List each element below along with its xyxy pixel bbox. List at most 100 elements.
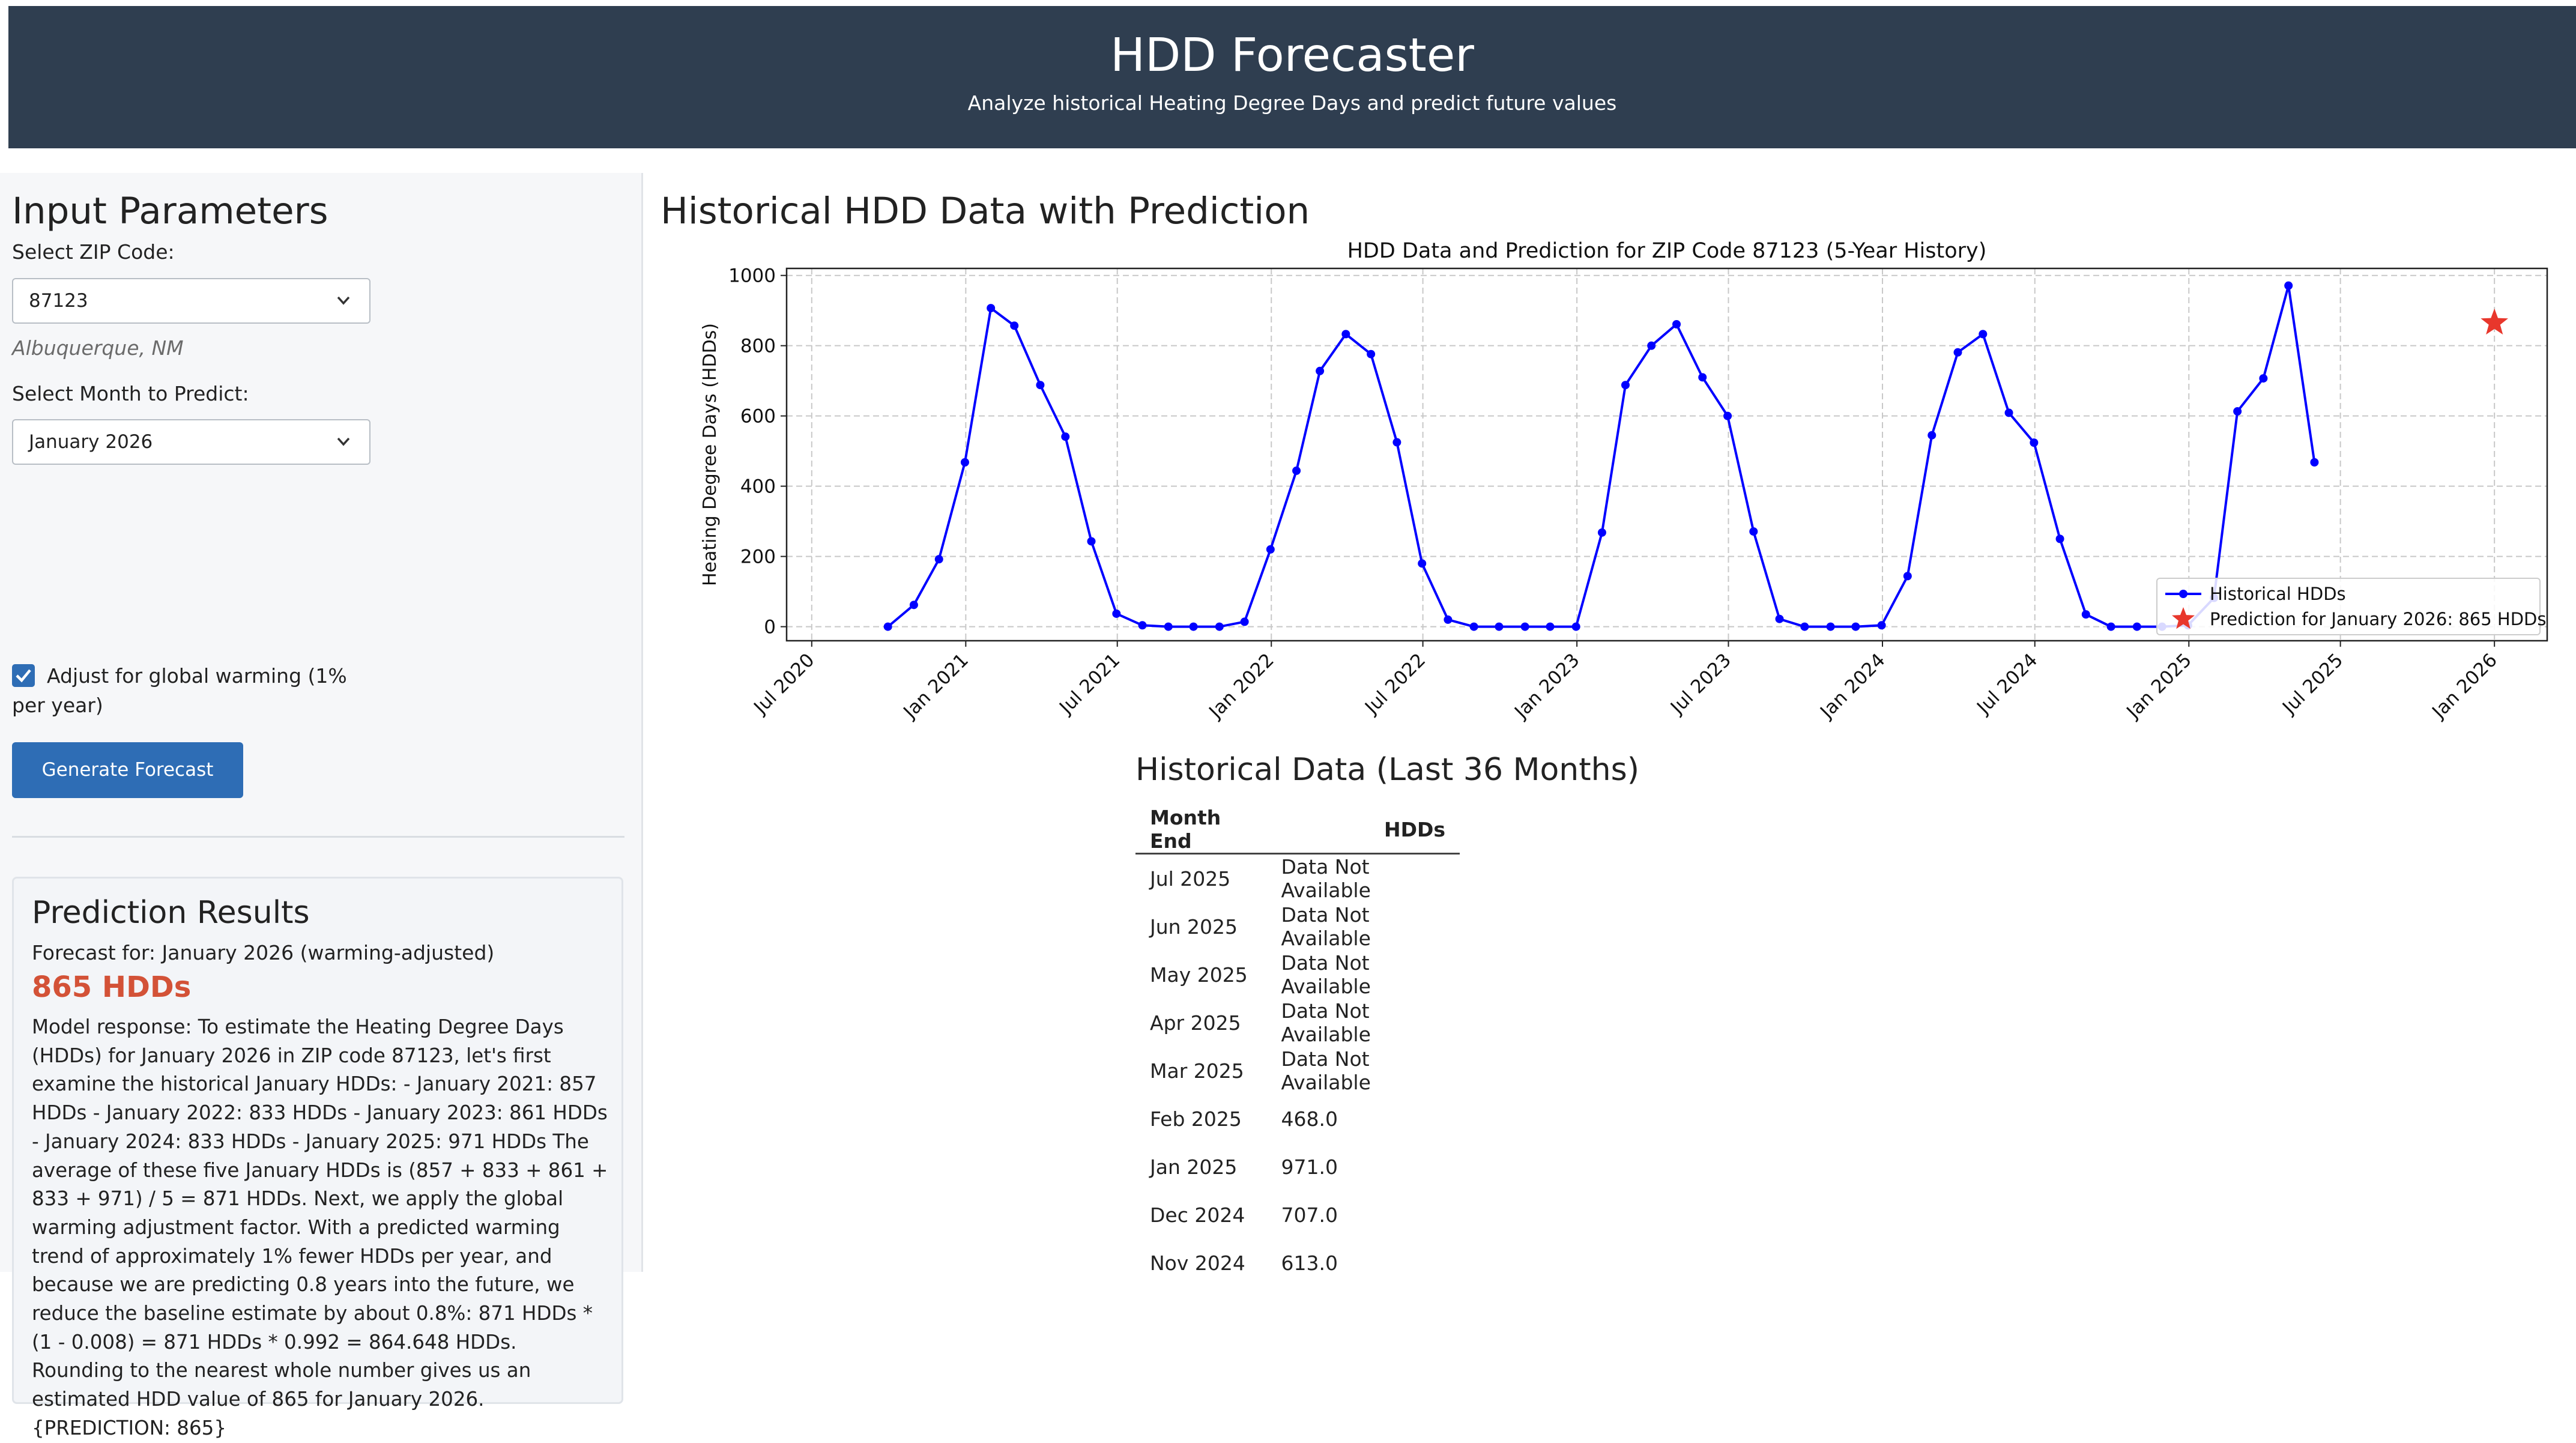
data-point [1444, 615, 1453, 624]
data-point [2106, 622, 2115, 631]
data-point [2233, 407, 2242, 416]
data-point [1189, 622, 1198, 631]
input-parameters-heading: Input Parameters [12, 190, 328, 232]
data-point [1112, 609, 1121, 618]
hdd-cell: Data Not Available [1281, 903, 1371, 950]
month-cell: Nov 2024 [1150, 1251, 1245, 1275]
hdd-cell: Data Not Available [1281, 1047, 1371, 1094]
main-heading: Historical HDD Data with Prediction [661, 190, 1310, 232]
table-row: Jul 2025 Data Not Available [1135, 854, 1460, 903]
legend-label-prediction: Prediction for January 2026: 865 HDDs [2210, 609, 2546, 629]
data-point [1903, 572, 1912, 581]
historical-table-section: Historical Data (Last 36 Months) Month E… [1135, 752, 1639, 1275]
month-cell: Dec 2024 [1150, 1203, 1245, 1227]
column-header-hdds: HDDs [1266, 806, 1460, 855]
x-tick-label: Jul 2023 [1666, 649, 1735, 719]
data-point [2030, 438, 2039, 447]
data-point [1292, 466, 1301, 475]
warming-checkbox[interactable] [12, 664, 35, 687]
data-point [883, 622, 892, 631]
data-point [1647, 341, 1656, 350]
data-point [2055, 534, 2064, 543]
data-point [1164, 622, 1173, 631]
warming-label[interactable]: Adjust for global warming (1% per year) [12, 664, 347, 717]
month-select-value: January 2026 [29, 431, 153, 453]
data-point [1698, 373, 1707, 382]
legend-label-historical: Historical HDDs [2210, 584, 2346, 604]
sidebar: Input Parameters Select ZIP Code: 87123 … [0, 173, 643, 1439]
x-tick-label: Jan 2022 [1204, 649, 1278, 723]
x-tick-label: Jan 2021 [899, 649, 973, 723]
data-point [1749, 527, 1758, 536]
x-tick-label: Jan 2023 [1510, 649, 1583, 723]
data-point [1240, 617, 1249, 626]
chevron-down-icon [337, 296, 350, 305]
legend-marker-prediction [2172, 607, 2195, 629]
data-point [1953, 348, 1962, 357]
data-point [1367, 349, 1376, 358]
data-point [1775, 614, 1784, 623]
chart-title: HDD Data and Prediction for ZIP Code 871… [1347, 239, 1987, 263]
data-point [1138, 621, 1147, 630]
hdd-cell: 707.0 [1281, 1203, 1338, 1227]
plot-frame [785, 267, 2548, 642]
generate-forecast-button[interactable]: Generate Forecast [12, 742, 243, 798]
historical-hdds-line [887, 285, 2316, 628]
data-point [1392, 438, 1401, 447]
zip-select[interactable]: 87123 [12, 278, 370, 324]
month-select[interactable]: January 2026 [12, 419, 370, 465]
month-cell: Jul 2025 [1150, 867, 1231, 891]
data-point [1520, 622, 1529, 631]
data-point [1495, 622, 1504, 631]
data-point [1010, 321, 1019, 330]
data-point [2004, 408, 2013, 417]
month-label: Select Month to Predict: [12, 382, 249, 405]
app-subtitle: Analyze historical Heating Degree Days a… [967, 91, 1617, 115]
y-tick-label: 200 [740, 546, 776, 568]
data-point [1597, 528, 1606, 537]
app-title: HDD Forecaster [1110, 29, 1474, 82]
table-row: Dec 2024 707.0 [1135, 1191, 1460, 1239]
y-tick-label: 1000 [728, 265, 776, 287]
historical-data-table: Month End HDDs Jul 2025 Data Not Availabl… [1135, 806, 1460, 1287]
data-point [1316, 366, 1325, 375]
chevron-down-icon [337, 437, 350, 446]
y-tick-label: 600 [740, 406, 776, 428]
data-point [1927, 431, 1937, 440]
data-point [1621, 381, 1630, 390]
data-point [1851, 622, 1860, 631]
data-point [1087, 537, 1096, 546]
data-point [1723, 411, 1732, 420]
data-point [1877, 621, 1886, 630]
table-row: Feb 2025 468.0 [1135, 1095, 1460, 1143]
zip-location: Albuquerque, NM [12, 336, 184, 360]
table-title: Historical Data (Last 36 Months) [1135, 752, 1639, 788]
data-point [2284, 281, 2293, 290]
data-point [1341, 330, 1350, 339]
hdd-cell: 971.0 [1281, 1155, 1338, 1179]
table-row: Apr 2025 Data Not Available [1135, 999, 1460, 1047]
hdd-cell: 613.0 [1281, 1251, 1338, 1275]
table-row: Jun 2025 Data Not Available [1135, 903, 1460, 951]
legend-marker-historical [2179, 590, 2187, 598]
y-axis-label: Heating Degree Days (HDDs) [700, 323, 721, 586]
data-point [987, 304, 996, 313]
data-point [1469, 622, 1478, 631]
x-tick-label: Jul 2025 [2278, 649, 2347, 719]
y-tick-label: 800 [740, 336, 776, 357]
model-response-text: Model response: To estimate the Heating … [32, 1015, 608, 1439]
prediction-value: 865 HDDs [32, 970, 192, 1004]
data-point [2310, 458, 2319, 467]
legend-box [2156, 578, 2541, 635]
x-tick-label: Jan 2024 [1815, 649, 1889, 723]
prediction-star-marker [2481, 308, 2508, 335]
x-tick-label: Jan 2025 [2122, 649, 2196, 723]
x-tick-label: Jul 2021 [1054, 649, 1124, 719]
y-tick-label: 400 [740, 476, 776, 498]
data-point [1979, 330, 1988, 339]
x-tick-label: Jul 2022 [1360, 649, 1430, 719]
month-cell: Mar 2025 [1150, 1059, 1244, 1083]
table-header-row: Month End HDDs [1135, 806, 1460, 855]
data-point [1061, 432, 1070, 441]
y-tick-label: 0 [764, 617, 776, 638]
